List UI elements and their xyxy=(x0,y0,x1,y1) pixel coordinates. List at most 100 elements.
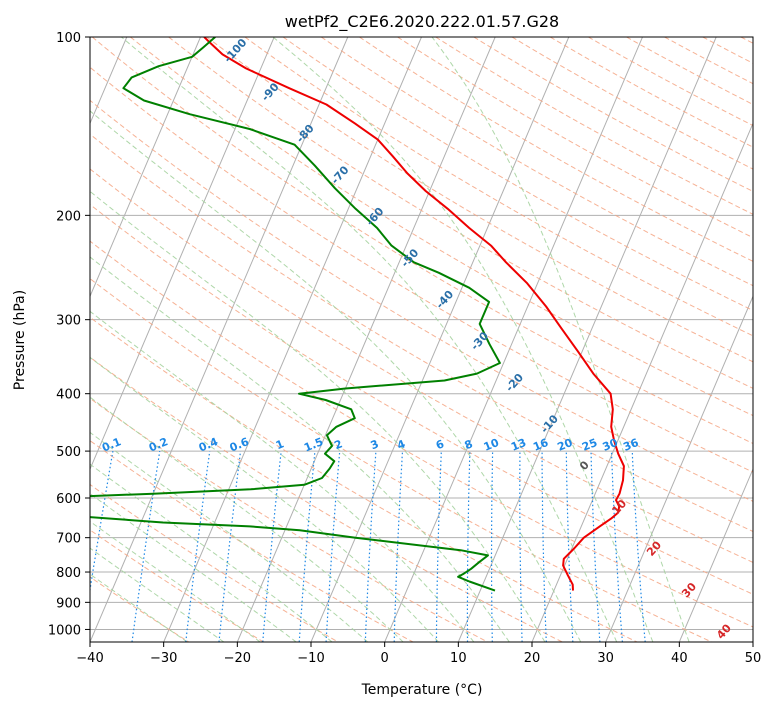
mixing-ratio-label: 10 xyxy=(482,436,501,454)
mixing-ratio-line xyxy=(490,451,494,642)
mixing-ratio-line xyxy=(131,451,161,642)
x-tick-label: 0 xyxy=(381,651,389,666)
moist-adiabat-line xyxy=(90,573,188,642)
mixing-ratio-label: 8 xyxy=(463,437,475,452)
moist-adiabat-line xyxy=(90,520,261,642)
mixing-ratio-label: 3 xyxy=(369,437,381,452)
dry-adiabat-line xyxy=(130,37,753,417)
series-layer xyxy=(90,37,625,592)
mixing-ratio-label: 2 xyxy=(332,437,344,452)
dry-adiabat-line xyxy=(90,240,753,628)
dry-adiabat-line xyxy=(90,576,190,642)
x-tick-label: −10 xyxy=(297,651,324,666)
dry-adiabat-line xyxy=(549,37,753,148)
dry-adiabat-line xyxy=(168,37,753,389)
moist-adiabat-line xyxy=(90,190,546,642)
adiabat-label: 0 xyxy=(577,458,592,473)
y-tick-label: 600 xyxy=(56,492,81,507)
dry-adiabat-line xyxy=(359,37,753,262)
adiabat-label: 40 xyxy=(714,621,734,641)
mixing-ratio-line xyxy=(185,451,211,642)
reference-lines xyxy=(90,37,753,642)
moist-adiabat-line xyxy=(90,493,297,642)
x-tick-label: 40 xyxy=(671,651,688,666)
dry-adiabat-line xyxy=(206,37,753,363)
mixing-ratio-line xyxy=(218,451,242,642)
dry-adiabat-line xyxy=(740,37,753,44)
mixing-ratio-line xyxy=(590,451,601,642)
y-tick-label: 800 xyxy=(56,566,81,581)
mixing-ratio-line xyxy=(565,451,574,642)
isotherm-line xyxy=(90,37,349,642)
temperature-line xyxy=(203,37,625,591)
mixing-ratio-label: 30 xyxy=(601,436,620,454)
y-tick-label: 900 xyxy=(56,596,81,611)
dry-adiabat-line xyxy=(397,37,753,239)
isotherm-line xyxy=(531,122,753,642)
dry-adiabat-line xyxy=(91,37,753,444)
plot-frame xyxy=(89,36,754,643)
isotherm-line xyxy=(678,467,753,642)
adiabat-label: -20 xyxy=(503,371,526,395)
x-tick-label: 10 xyxy=(450,651,467,666)
axes: −40 −30 −20 −10 0 10 20 30 40 5010020030040050060… xyxy=(48,31,761,666)
x-tick-label: −20 xyxy=(224,651,251,666)
adiabat-label: 30 xyxy=(679,580,699,600)
mixing-ratio-line xyxy=(298,451,316,642)
mixing-ratio-label: 6 xyxy=(434,437,446,452)
x-tick-label: 50 xyxy=(745,651,762,666)
y-tick-label: 300 xyxy=(56,314,81,329)
dry-adiabat-line xyxy=(473,37,753,192)
dry-adiabat-line xyxy=(90,440,414,642)
adiabat-label: -10 xyxy=(538,412,561,436)
adiabat-label: -100 xyxy=(221,36,249,65)
dry-adiabat-line xyxy=(90,168,753,563)
moist-adiabat-line xyxy=(90,431,369,642)
x-tick-label: −30 xyxy=(150,651,177,666)
dewpoint-line xyxy=(90,37,501,592)
mixing-ratio-line xyxy=(90,450,114,594)
moist-adiabat-line xyxy=(90,310,475,642)
x-axis-label: Temperature (°C) xyxy=(361,682,483,698)
isotherm-line xyxy=(90,37,275,471)
moist-adiabat-line xyxy=(90,463,333,642)
mixing-ratio-label: 1.5 xyxy=(302,435,325,454)
y-tick-label: 200 xyxy=(56,209,81,224)
chart-title: wetPf2_C2E6.2020.222.01.57.G28 xyxy=(285,12,559,32)
mixing-ratio-label: 36 xyxy=(621,436,640,454)
dry-adiabat-line xyxy=(90,203,753,595)
mixing-ratio-line xyxy=(610,451,623,642)
mixing-ratio-label: 25 xyxy=(580,436,599,454)
adiabat-label: 10 xyxy=(609,497,629,517)
moist-adiabat-line xyxy=(121,37,618,642)
y-tick-label: 100 xyxy=(56,31,81,46)
x-tick-label: 20 xyxy=(524,651,541,666)
dry-adiabat-line xyxy=(511,37,753,170)
dry-adiabat-line xyxy=(664,37,753,85)
isotherm-line xyxy=(384,37,643,642)
isotherm-line xyxy=(163,37,422,642)
moist-adiabat-line xyxy=(272,37,654,642)
isotherm-line xyxy=(605,295,753,642)
mixing-ratio-label: 4 xyxy=(395,437,407,452)
dry-adiabat-line xyxy=(90,66,753,473)
isotherm-line xyxy=(752,640,753,642)
adiabat-label: 20 xyxy=(644,538,664,558)
adiabat-label: -60 xyxy=(364,205,387,229)
dry-adiabat-line xyxy=(90,278,712,642)
moist-adiabat-line xyxy=(90,256,510,642)
dry-adiabat-line xyxy=(90,529,264,642)
adiabat-label: -50 xyxy=(398,246,421,270)
moist-adiabat-line xyxy=(431,37,690,642)
isotherm-line xyxy=(236,37,496,642)
moist-adiabat-line xyxy=(90,396,404,642)
y-tick-label: 400 xyxy=(56,388,81,403)
isotherm-line xyxy=(457,37,717,642)
mixing-ratio-label: 16 xyxy=(531,436,550,454)
mixing-ratio-line xyxy=(364,451,377,642)
moist-adiabat-line xyxy=(90,547,225,642)
mixing-ratio-line xyxy=(466,451,471,642)
isotherm-line xyxy=(90,37,201,298)
y-tick-label: 700 xyxy=(56,532,81,547)
